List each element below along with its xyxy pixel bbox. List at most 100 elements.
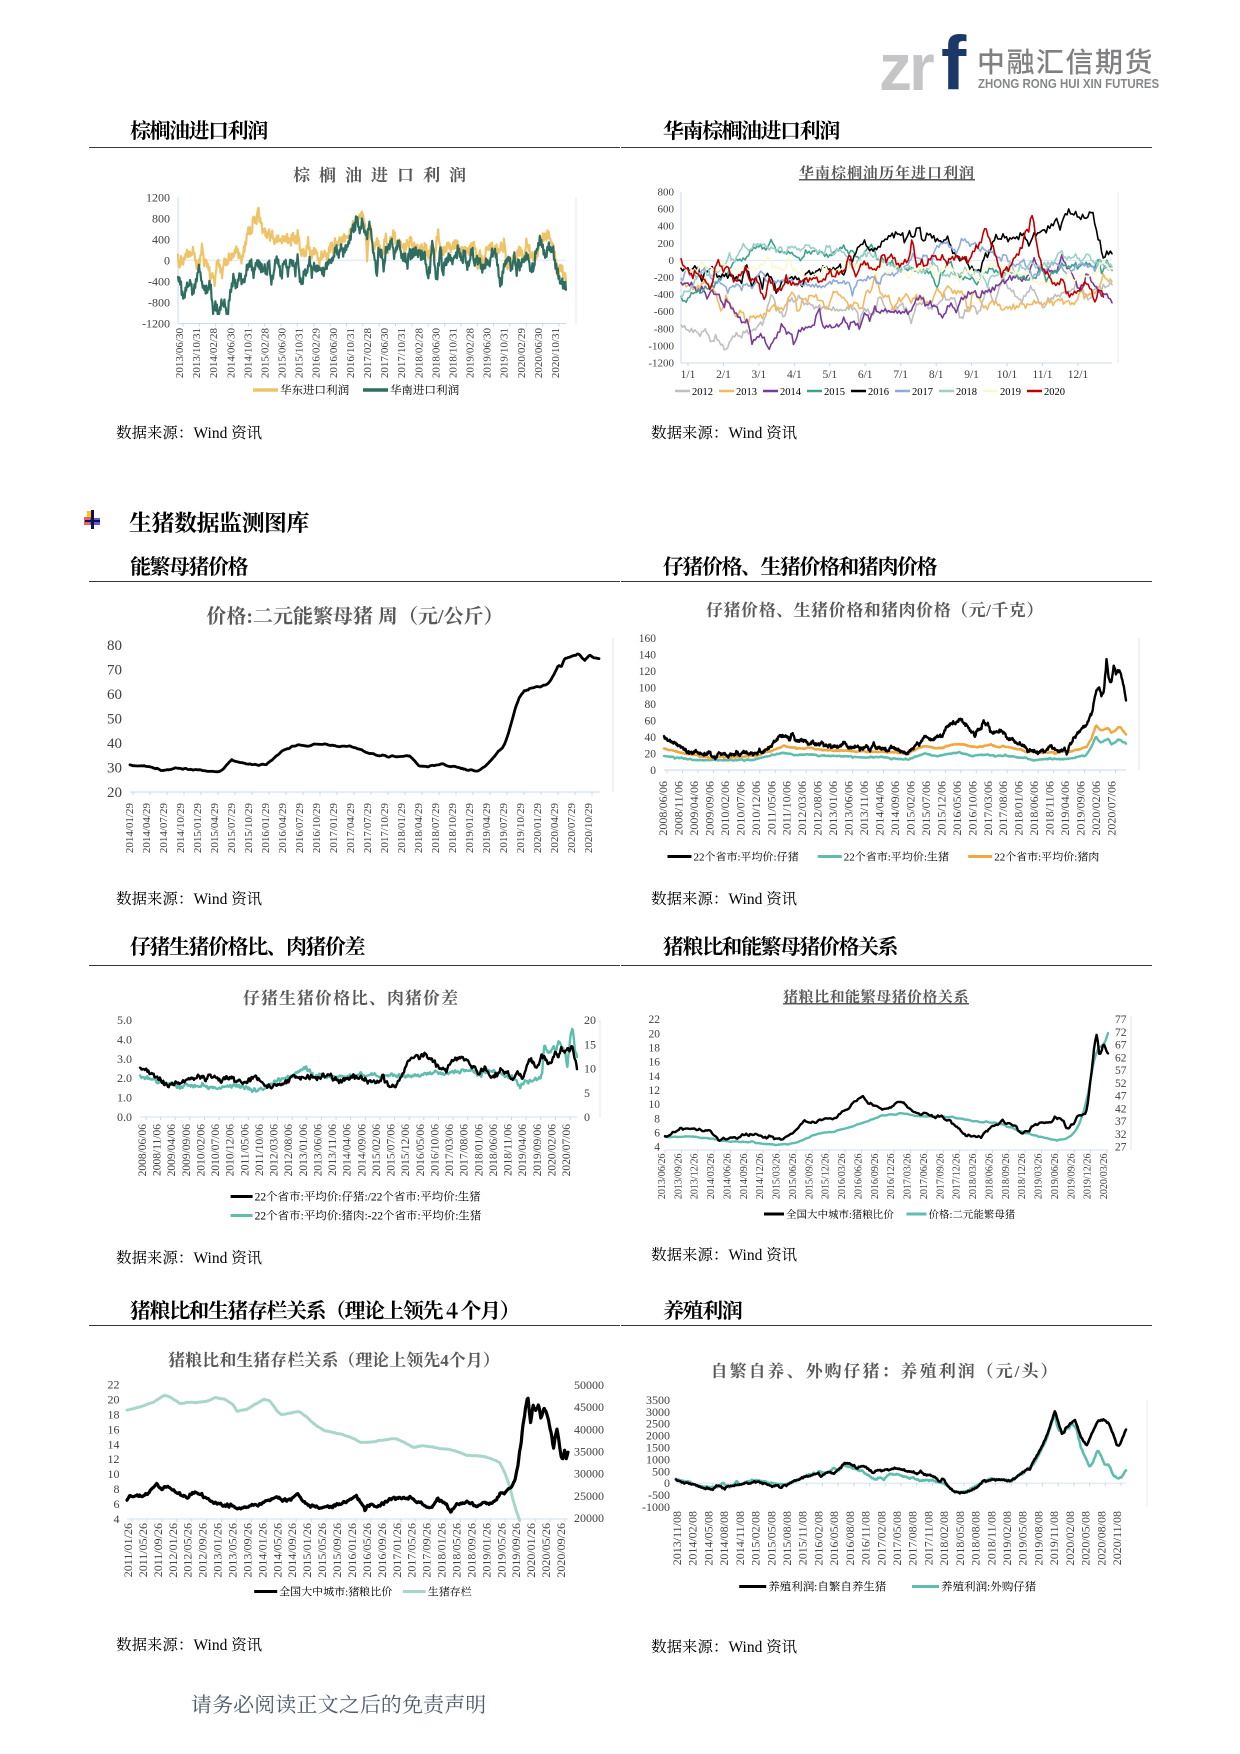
svg-text:2016/11/08: 2016/11/08 [859, 1511, 873, 1565]
svg-text:72: 72 [1115, 1027, 1127, 1039]
svg-text:2014/06/30: 2014/06/30 [225, 328, 237, 379]
svg-text:2017/03/26: 2017/03/26 [903, 1154, 914, 1200]
svg-text:2017/09/26: 2017/09/26 [935, 1154, 946, 1200]
svg-text:8: 8 [114, 1482, 120, 1496]
svg-text:2013/12/26: 2013/12/26 [690, 1154, 701, 1200]
svg-text:400: 400 [658, 221, 675, 233]
svg-text:2013/11/06: 2013/11/06 [327, 1124, 339, 1176]
svg-text:2008/11/06: 2008/11/06 [672, 781, 686, 835]
svg-text:2011/09/26: 2011/09/26 [151, 1523, 165, 1577]
svg-text:20: 20 [107, 785, 122, 801]
svg-text:2015/09/26: 2015/09/26 [804, 1154, 815, 1200]
svg-text:3/1: 3/1 [752, 369, 767, 381]
svg-text:2016/05/08: 2016/05/08 [827, 1511, 841, 1566]
svg-text:2015: 2015 [824, 387, 845, 398]
svg-text:5: 5 [584, 1086, 590, 1100]
svg-text:2015/06/30: 2015/06/30 [277, 328, 289, 379]
svg-text:4: 4 [114, 1512, 120, 1526]
svg-text:-500: -500 [648, 1488, 670, 1502]
svg-text:2014/10/31: 2014/10/31 [242, 328, 254, 378]
svg-text:-1200: -1200 [648, 358, 674, 370]
svg-text:6: 6 [114, 1497, 120, 1511]
svg-text:50: 50 [107, 712, 122, 728]
svg-text:2020/08/08: 2020/08/08 [1094, 1511, 1108, 1566]
svg-text:2/1: 2/1 [716, 369, 731, 381]
svg-text:2016/10/06: 2016/10/06 [429, 1124, 441, 1177]
svg-text:2018: 2018 [956, 387, 977, 398]
svg-text:2014/06/26: 2014/06/26 [723, 1154, 734, 1200]
svg-text:16: 16 [649, 1057, 661, 1069]
svg-text:40: 40 [107, 736, 122, 752]
svg-text:2019/04/06: 2019/04/06 [1058, 781, 1072, 836]
svg-text:2010/02/06: 2010/02/06 [196, 1124, 208, 1177]
svg-text:-400: -400 [148, 274, 170, 288]
svg-text:2020/03/26: 2020/03/26 [1099, 1154, 1110, 1200]
svg-text:2012/03/06: 2012/03/06 [269, 1124, 281, 1177]
svg-text:2013/10/31: 2013/10/31 [191, 328, 203, 378]
svg-text:2020/11/08: 2020/11/08 [1110, 1511, 1124, 1565]
svg-text:2014/04/29: 2014/04/29 [141, 803, 153, 854]
svg-text:3.0: 3.0 [117, 1052, 132, 1066]
svg-text:1/1: 1/1 [681, 369, 696, 381]
svg-text:2016/02/08: 2016/02/08 [811, 1511, 825, 1566]
svg-text:2019/04/06: 2019/04/06 [517, 1124, 529, 1177]
svg-text:2014/12/26: 2014/12/26 [755, 1154, 766, 1200]
svg-text:2015/08/08: 2015/08/08 [780, 1511, 794, 1566]
svg-text:2015/06/26: 2015/06/26 [788, 1154, 799, 1200]
svg-text:12/1: 12/1 [1068, 369, 1089, 381]
svg-text:2017/04/29: 2017/04/29 [345, 803, 357, 854]
svg-text:16: 16 [108, 1422, 120, 1436]
svg-text:3000: 3000 [646, 1405, 670, 1419]
svg-text:7/1: 7/1 [893, 369, 908, 381]
svg-text:2018/01/06: 2018/01/06 [473, 1124, 485, 1177]
svg-text:2016/04/29: 2016/04/29 [277, 803, 289, 854]
svg-text:2015/09/26: 2015/09/26 [330, 1523, 344, 1578]
svg-text:2017/10/31: 2017/10/31 [396, 328, 408, 378]
svg-text:1.0: 1.0 [117, 1091, 132, 1105]
svg-text:2018/11/06: 2018/11/06 [1043, 781, 1057, 835]
svg-text:2019/05/08: 2019/05/08 [1016, 1511, 1030, 1566]
svg-text:2012: 2012 [692, 387, 713, 398]
svg-text:2013/06/06: 2013/06/06 [842, 781, 856, 836]
svg-text:2020/01/26: 2020/01/26 [524, 1523, 538, 1578]
svg-text:22个省市:平均价:仔猪:/22个省市:平均价:生猪: 22个省市:平均价:仔猪:/22个省市:平均价:生猪 [255, 1191, 482, 1204]
svg-text:2018/05/26: 2018/05/26 [450, 1523, 464, 1578]
svg-text:2015/07/06: 2015/07/06 [919, 781, 933, 836]
svg-text:47: 47 [1115, 1091, 1127, 1103]
svg-text:2.0: 2.0 [117, 1071, 132, 1085]
svg-text:2008/06/06: 2008/06/06 [137, 1124, 149, 1177]
svg-text:2009/09/06: 2009/09/06 [702, 781, 716, 836]
svg-text:2009/09/06: 2009/09/06 [181, 1124, 193, 1177]
svg-text:2019/01/26: 2019/01/26 [479, 1523, 493, 1578]
svg-text:2017/02/28: 2017/02/28 [362, 328, 374, 379]
svg-text:2018/10/31: 2018/10/31 [448, 328, 460, 378]
svg-text:2011/05/26: 2011/05/26 [136, 1523, 150, 1577]
svg-text:45000: 45000 [574, 1400, 604, 1414]
svg-text:22: 22 [108, 1378, 120, 1392]
svg-text:2011/05/06: 2011/05/06 [764, 781, 778, 835]
svg-text:2013/01/06: 2013/01/06 [298, 1124, 310, 1177]
svg-text:2016/05/06: 2016/05/06 [415, 1124, 427, 1177]
svg-text:14: 14 [649, 1071, 661, 1083]
svg-text:5/1: 5/1 [822, 369, 837, 381]
svg-text:40000: 40000 [574, 1422, 604, 1436]
svg-text:2019/04/29: 2019/04/29 [481, 803, 493, 854]
svg-text:62: 62 [1115, 1052, 1127, 1064]
svg-text:12: 12 [108, 1452, 120, 1466]
svg-text:800: 800 [152, 211, 170, 225]
svg-text:20: 20 [584, 1013, 596, 1027]
svg-text:2014/09/26: 2014/09/26 [285, 1523, 299, 1578]
svg-text:0: 0 [669, 255, 675, 267]
svg-text:仔猪生猪价格比、肉猪价差: 仔猪生猪价格比、肉猪价差 [243, 989, 459, 1008]
svg-text:52: 52 [1115, 1078, 1127, 1090]
svg-text:2019/02/28: 2019/02/28 [465, 328, 477, 379]
svg-text:2010/12/06: 2010/12/06 [225, 1124, 237, 1177]
svg-text:8: 8 [654, 1113, 660, 1125]
svg-text:2019/09/06: 2019/09/06 [532, 1124, 544, 1177]
svg-text:2015/12/06: 2015/12/06 [934, 781, 948, 836]
svg-text:60: 60 [107, 687, 122, 703]
svg-text:2013/06/06: 2013/06/06 [312, 1124, 324, 1177]
svg-text:全国大中城市:猪粮比价: 全国大中城市:猪粮比价 [279, 1586, 392, 1599]
svg-text:2014/08/08: 2014/08/08 [717, 1511, 731, 1566]
svg-text:2500: 2500 [646, 1417, 670, 1431]
